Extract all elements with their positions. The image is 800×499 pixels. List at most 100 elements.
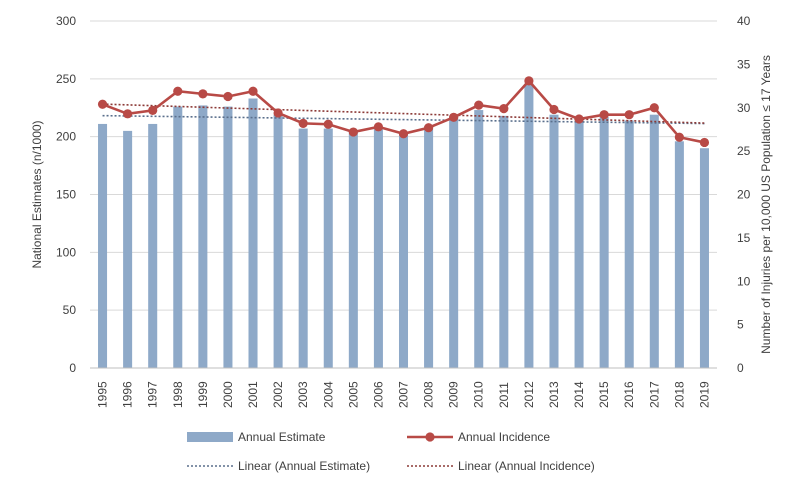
- bar-series: [98, 83, 709, 369]
- incidence-point: [223, 91, 233, 102]
- bar: [148, 123, 158, 369]
- incidence-point: [123, 109, 133, 119]
- bar: [398, 133, 409, 368]
- x-tick-label: 1995: [96, 381, 110, 408]
- bar: [223, 106, 233, 369]
- y-tick-label-left: 0: [69, 361, 76, 375]
- y-tick-label-left: 50: [63, 303, 77, 317]
- bar: [273, 114, 283, 368]
- x-tick-label: 1999: [196, 381, 210, 408]
- x-tick-label: 2019: [697, 381, 711, 408]
- bar: [474, 110, 484, 369]
- x-tick-label: 1998: [171, 381, 185, 408]
- y-tick-label-left: 200: [56, 130, 76, 144]
- x-tick-label: 2013: [547, 381, 561, 408]
- y-tick-label-left: 250: [56, 72, 76, 86]
- x-tick-label: 2004: [321, 381, 335, 408]
- bar: [574, 120, 584, 369]
- incidence-point: [574, 114, 584, 124]
- bar: [549, 114, 559, 368]
- incidence-point: [198, 89, 208, 99]
- bar: [624, 120, 634, 369]
- x-tick-label: 2000: [221, 381, 235, 408]
- bar: [499, 115, 509, 368]
- y-tick-label-left: 300: [56, 14, 76, 28]
- incidence-point: [173, 86, 183, 96]
- bar: [123, 130, 133, 368]
- incidence-point: [423, 123, 434, 133]
- y-tick-label-right: 40: [737, 14, 751, 28]
- x-tick-label: 2017: [647, 381, 661, 408]
- x-tick-label: 2006: [371, 381, 385, 408]
- x-tick-label: 2001: [246, 381, 260, 408]
- y-tick-label-right: 20: [737, 188, 751, 202]
- y-tick-label-right: 25: [737, 144, 751, 158]
- y-tick-label-right: 0: [737, 361, 744, 375]
- bar: [298, 128, 308, 368]
- x-tick-label: 2003: [296, 381, 310, 408]
- line-series: [97, 76, 710, 148]
- trendlines: [102, 103, 705, 125]
- bar: [699, 148, 709, 368]
- incidence-point: [524, 76, 534, 86]
- incidence-point: [474, 100, 484, 110]
- x-tick-label: 2018: [672, 381, 686, 408]
- trendline-annual-incidence: [102, 103, 705, 124]
- incidence-point: [649, 103, 659, 113]
- x-tick-label: 2014: [572, 381, 586, 408]
- legend-swatch-annual-estimate: [187, 432, 233, 442]
- bar: [348, 132, 358, 368]
- incidence-point: [97, 99, 108, 109]
- incidence-point: [398, 129, 409, 139]
- incidence-point: [699, 137, 710, 148]
- x-tick-label: 2010: [472, 381, 486, 408]
- y-tick-label-right: 35: [737, 57, 751, 71]
- incidence-point: [348, 127, 358, 137]
- bar: [248, 98, 258, 368]
- incidence-point: [624, 110, 634, 120]
- x-tick-label: 2012: [522, 381, 536, 408]
- incidence-point: [298, 118, 308, 128]
- incidence-point: [273, 108, 283, 118]
- y-tick-label-left: 150: [56, 188, 76, 202]
- bar: [198, 105, 208, 368]
- y-tick-label-right: 15: [737, 231, 751, 245]
- x-tick-label: 1996: [121, 381, 135, 408]
- y-axis-title-left: National Estimates (n/1000): [30, 120, 44, 268]
- bar: [173, 106, 183, 369]
- x-tick-label: 2009: [447, 381, 461, 408]
- axes: 0 50 100 150 200 250 300 0 5 10 15 20 25 30 35 40 1995 19…: [30, 14, 773, 408]
- incidence-point: [323, 119, 333, 129]
- bar: [98, 123, 108, 369]
- bar: [649, 114, 659, 368]
- y-tick-label-right: 5: [737, 318, 744, 332]
- legend-marker-annual-incidence: [425, 432, 435, 442]
- incidence-point: [499, 104, 509, 114]
- x-tick-label: 2015: [597, 381, 611, 408]
- incidence-point: [599, 110, 609, 120]
- bar: [524, 83, 534, 369]
- incidence-point: [248, 86, 258, 96]
- x-tick-label: 2002: [271, 381, 285, 408]
- x-tick-label: 2005: [346, 381, 360, 408]
- y-axis-title-right: Number of Injuries per 10,000 US Populat…: [759, 55, 773, 354]
- bar: [449, 115, 459, 368]
- incidence-point: [674, 132, 684, 142]
- y-tick-label-right: 30: [737, 101, 751, 115]
- bar: [599, 117, 609, 369]
- x-tick-label: 2011: [497, 382, 511, 408]
- x-tick-label: 2008: [422, 381, 436, 408]
- x-tick-label: 2016: [622, 381, 636, 408]
- trendline-annual-estimate: [102, 114, 705, 125]
- legend-label-annual-incidence: Annual Incidence: [458, 430, 550, 444]
- x-tick-label: 1997: [146, 381, 160, 408]
- incidence-point: [449, 112, 459, 122]
- x-tick-label: 2007: [397, 381, 411, 408]
- incidence-point: [549, 104, 559, 115]
- bar: [674, 141, 684, 368]
- legend-label-annual-estimate: Annual Estimate: [238, 430, 326, 444]
- bar: [424, 126, 434, 368]
- bar: [323, 128, 333, 368]
